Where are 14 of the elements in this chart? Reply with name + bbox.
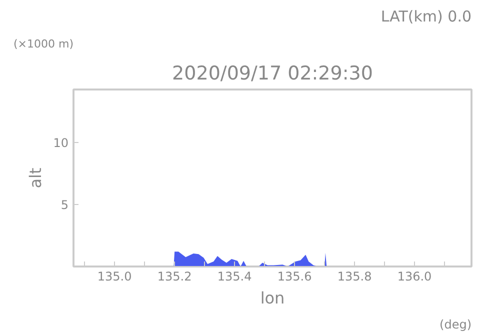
x-tick-label: 136.0 xyxy=(397,270,432,284)
x-tick-label: 135.0 xyxy=(97,270,132,284)
x-tick-label: 135.8 xyxy=(337,270,372,284)
x-tick-label: 135.2 xyxy=(157,270,192,284)
y-tick-label: 5 xyxy=(60,198,69,212)
text: LAT(km) 0.0 xyxy=(380,8,472,26)
x-axis-title: lon xyxy=(260,288,285,308)
text: (×1000 m) xyxy=(14,38,74,50)
x-tick-label: 135.4 xyxy=(217,270,252,284)
x-tick-label: 135.6 xyxy=(277,270,312,284)
chart-title: 2020/09/17 02:29:30 xyxy=(172,62,373,84)
text: (deg) xyxy=(440,318,472,332)
y-axis-title: alt xyxy=(26,168,46,188)
y-tick-label: 10 xyxy=(53,136,69,150)
